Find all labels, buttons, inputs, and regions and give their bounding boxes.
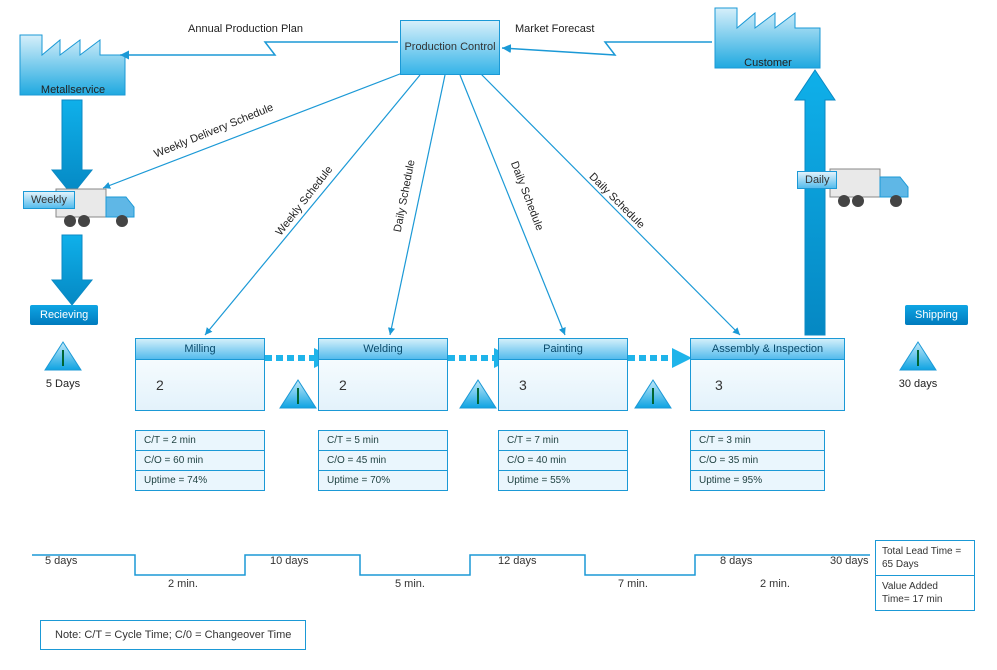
- label-weekly-delivery: Weekly Delivery Schedule: [152, 102, 275, 161]
- assembly-uptime: Uptime = 95%: [691, 471, 824, 490]
- inv-post-assembly-label: 30 days: [888, 378, 948, 390]
- station-painting: Painting 3: [498, 338, 628, 411]
- station-milling-header: Milling: [136, 339, 264, 360]
- triangle-post-assembly: [900, 342, 936, 370]
- milling-uptime: Uptime = 74%: [136, 471, 264, 490]
- info-arrow-assembly: [480, 73, 740, 335]
- assembly-ct: C/T = 3 min: [691, 431, 824, 451]
- station-assembly-header: Assembly & Inspection: [691, 339, 844, 360]
- station-welding-operators: 2: [339, 377, 347, 393]
- material-arrow-down-receiving: [52, 235, 92, 305]
- databox-milling: C/T = 2 min C/O = 60 min Uptime = 74%: [135, 430, 265, 491]
- station-welding: Welding 2: [318, 338, 448, 411]
- station-painting-operators: 3: [519, 377, 527, 393]
- triangle-interop-1: [280, 380, 316, 408]
- databox-assembly: C/T = 3 min C/O = 35 min Uptime = 95%: [690, 430, 825, 491]
- vsm-diagram: Metallservice Customer Production Contro…: [0, 0, 997, 670]
- lead-1: 10 days: [270, 555, 309, 567]
- va-3: 2 min.: [760, 578, 790, 590]
- label-sched-milling: Weekly Schedule: [274, 164, 336, 238]
- truck-inbound: Weekly: [18, 185, 148, 245]
- truck-outbound: Daily: [792, 165, 922, 225]
- lead-2: 12 days: [498, 555, 537, 567]
- milling-co: C/O = 60 min: [136, 451, 264, 471]
- supplier-node: Metallservice: [18, 32, 128, 102]
- triangle-interop-3: [635, 380, 671, 408]
- truck-outbound-label: Daily: [797, 171, 837, 189]
- material-arrow-down-inbound: [52, 100, 92, 195]
- label-sched-assembly: Daily Schedule: [587, 171, 647, 231]
- label-annual-plan: Annual Production Plan: [188, 23, 303, 35]
- welding-co: C/O = 45 min: [319, 451, 447, 471]
- summary-box: Total Lead Time = 65 Days Value Added Ti…: [875, 540, 975, 611]
- va-1: 5 min.: [395, 578, 425, 590]
- tag-shipping: Shipping: [905, 305, 968, 325]
- info-arrow-weekly-delivery: [103, 72, 405, 188]
- summary-lead: Total Lead Time = 65 Days: [876, 541, 974, 576]
- station-assembly: Assembly & Inspection 3: [690, 338, 845, 411]
- painting-co: C/O = 40 min: [499, 451, 627, 471]
- info-arrow-annual-plan: [120, 42, 398, 55]
- lead-0: 5 days: [45, 555, 77, 567]
- note-box: Note: C/T = Cycle Time; C/0 = Changeover…: [40, 620, 306, 650]
- triangle-interop-2: [460, 380, 496, 408]
- customer-label: Customer: [713, 57, 823, 69]
- truck-inbound-label: Weekly: [23, 191, 75, 209]
- label-market-forecast: Market Forecast: [515, 23, 594, 35]
- production-control-box: Production Control: [400, 20, 500, 75]
- va-0: 2 min.: [168, 578, 198, 590]
- info-arrow-painting: [460, 75, 565, 335]
- databox-painting: C/T = 7 min C/O = 40 min Uptime = 55%: [498, 430, 628, 491]
- label-sched-welding: Daily Schedule: [392, 159, 418, 233]
- customer-node: Customer: [713, 5, 823, 75]
- note-text: Note: C/T = Cycle Time; C/0 = Changeover…: [55, 629, 291, 641]
- connector-layer: [0, 0, 997, 670]
- welding-ct: C/T = 5 min: [319, 431, 447, 451]
- supplier-label: Metallservice: [18, 84, 128, 96]
- inv-pre-milling-label: 5 Days: [33, 378, 93, 390]
- painting-ct: C/T = 7 min: [499, 431, 627, 451]
- station-painting-header: Painting: [499, 339, 627, 360]
- painting-uptime: Uptime = 55%: [499, 471, 627, 490]
- triangle-pre-milling: [45, 342, 81, 370]
- lead-3: 8 days: [720, 555, 752, 567]
- assembly-co: C/O = 35 min: [691, 451, 824, 471]
- info-arrow-market-forecast: [502, 42, 712, 55]
- databox-welding: C/T = 5 min C/O = 45 min Uptime = 70%: [318, 430, 448, 491]
- station-milling-operators: 2: [156, 377, 164, 393]
- station-welding-header: Welding: [319, 339, 447, 360]
- station-assembly-operators: 3: [715, 377, 723, 393]
- milling-ct: C/T = 2 min: [136, 431, 264, 451]
- production-control-label: Production Control: [404, 40, 495, 54]
- welding-uptime: Uptime = 70%: [319, 471, 447, 490]
- push-arrow-3: [628, 348, 692, 368]
- tag-receiving: Recieving: [30, 305, 98, 325]
- label-sched-painting: Daily Schedule: [508, 160, 545, 233]
- va-2: 7 min.: [618, 578, 648, 590]
- lead-4: 30 days: [830, 555, 869, 567]
- station-milling: Milling 2: [135, 338, 265, 411]
- summary-va: Value Added Time= 17 min: [876, 576, 974, 610]
